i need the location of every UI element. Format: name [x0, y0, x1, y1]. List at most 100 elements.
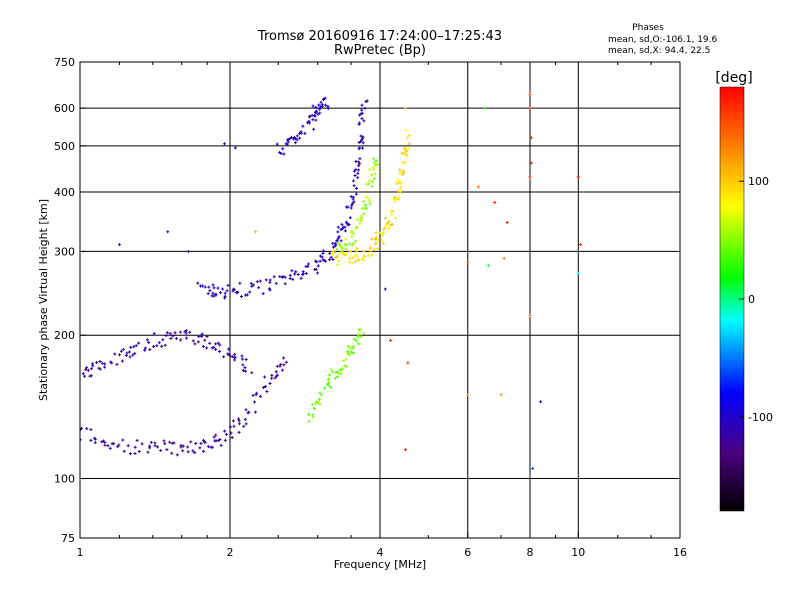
data-point [374, 159, 378, 163]
data-point [240, 357, 244, 361]
data-point [329, 386, 333, 390]
data-point [293, 141, 297, 145]
data-point [189, 440, 193, 444]
data-point [326, 104, 330, 108]
data-point [207, 285, 211, 289]
data-point [165, 448, 169, 452]
data-point [370, 253, 374, 257]
data-point [219, 443, 223, 447]
data-point [282, 152, 286, 156]
data-point [307, 412, 311, 416]
data-point [389, 338, 393, 342]
data-point [340, 249, 344, 253]
data-point [267, 287, 271, 291]
data-point [357, 342, 361, 346]
data-point [311, 104, 315, 108]
colorbar-tick-label: 0 [748, 293, 755, 306]
data-point [237, 430, 241, 434]
data-point [344, 243, 348, 247]
data-point [103, 443, 107, 447]
data-point [382, 231, 386, 235]
data-point [361, 135, 365, 139]
data-point [210, 346, 214, 350]
data-point [398, 189, 402, 193]
data-point [194, 441, 198, 445]
data-point [211, 283, 215, 287]
data-point [116, 445, 120, 449]
data-point [250, 371, 254, 375]
data-point [393, 200, 397, 204]
data-point [332, 245, 336, 249]
data-point [396, 197, 400, 201]
phase-stats-title: Phases [632, 23, 664, 33]
data-point [368, 167, 372, 171]
data-point [103, 362, 107, 366]
data-point [356, 218, 360, 222]
data-point [354, 249, 358, 253]
data-point [255, 280, 259, 284]
data-point [576, 175, 580, 179]
data-point [476, 185, 480, 189]
data-point [108, 446, 112, 450]
data-point [186, 249, 190, 253]
data-point [98, 359, 102, 363]
data-point [94, 437, 98, 441]
data-point [358, 157, 362, 161]
data-point [201, 284, 205, 288]
data-point [292, 136, 296, 140]
data-point [373, 172, 377, 176]
data-point [376, 246, 380, 250]
data-point [283, 275, 287, 279]
data-point [397, 195, 401, 199]
data-point [341, 227, 344, 231]
data-point [356, 333, 360, 337]
data-point [193, 342, 197, 346]
data-point [270, 376, 274, 380]
data-point [278, 364, 282, 368]
data-point [175, 453, 179, 457]
data-point [321, 249, 325, 253]
data-point [402, 147, 406, 151]
data-point [147, 341, 151, 345]
data-point [356, 258, 360, 262]
data-point [347, 222, 351, 226]
data-point [370, 237, 374, 241]
data-point [264, 278, 268, 282]
data-point [336, 375, 340, 379]
grid-lines [80, 62, 680, 538]
data-point [249, 282, 253, 286]
data-point [209, 445, 213, 449]
data-point [171, 334, 175, 338]
data-point [502, 256, 506, 260]
data-point [362, 199, 366, 203]
data-point [360, 216, 364, 220]
data-point [155, 344, 159, 348]
data-point [361, 146, 365, 150]
data-point [120, 359, 124, 363]
data-point [380, 233, 384, 237]
data-point [159, 448, 163, 452]
data-point [301, 272, 305, 276]
data-point [344, 220, 348, 224]
data-point [241, 363, 245, 367]
data-point [122, 449, 126, 453]
data-point [244, 422, 248, 426]
data-point [408, 133, 412, 137]
data-point [135, 438, 139, 442]
data-point [529, 161, 533, 165]
data-point [357, 168, 361, 172]
data-point [499, 393, 503, 397]
data-point [261, 292, 265, 296]
data-point [81, 372, 85, 376]
data-point [193, 451, 197, 455]
data-point [112, 442, 116, 446]
data-point [314, 105, 318, 109]
phase-stats-o: mean, sd,O:-106.1, 19.6 [608, 35, 718, 45]
y-tick-label: 400 [54, 186, 75, 199]
data-point [143, 346, 147, 350]
data-point [298, 136, 302, 140]
data-point [232, 424, 236, 428]
data-point [248, 290, 252, 294]
data-point [282, 356, 286, 360]
data-point [466, 393, 470, 397]
